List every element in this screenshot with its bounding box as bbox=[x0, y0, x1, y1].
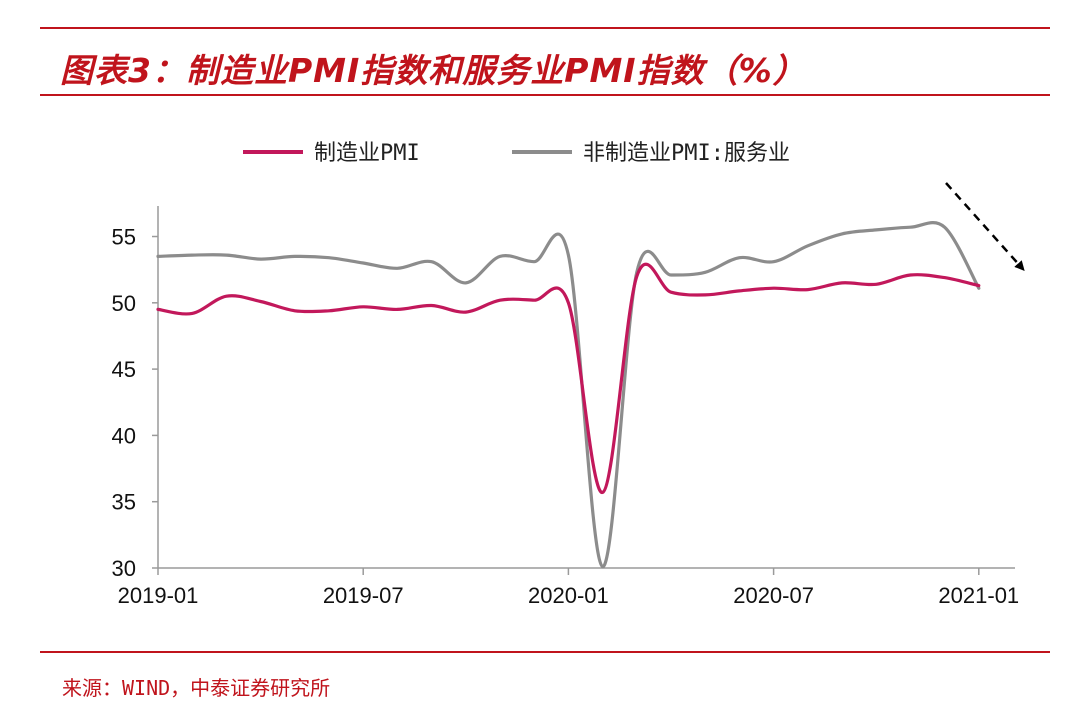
y-tick-label: 55 bbox=[112, 225, 136, 250]
y-tick-label: 35 bbox=[112, 490, 136, 515]
chart-title: 图表3：制造业PMI指数和服务业PMI指数（%） bbox=[60, 51, 807, 90]
dashed-arrow-annotation bbox=[945, 182, 1025, 271]
x-tick-label: 2020-07 bbox=[733, 583, 814, 608]
legend-label-services: 非制造业PMI:服务业 bbox=[583, 141, 790, 166]
title-bottom-rule bbox=[40, 94, 1050, 96]
chart-annotation bbox=[945, 182, 1025, 271]
y-tick-label: 40 bbox=[112, 423, 136, 448]
series-line-manufacturing bbox=[156, 262, 981, 495]
y-tick-label: 50 bbox=[112, 291, 136, 316]
line-chart: 制造业PMI 非制造业PMI:服务业 30 35 40 45 50 55 2019-01 201… bbox=[112, 141, 1025, 608]
title-top-rule bbox=[40, 27, 1050, 29]
x-tick-label: 2019-01 bbox=[118, 583, 199, 608]
chart-axes: 30 35 40 45 50 55 2019-01 2019-07 2020-01 2020-07… bbox=[112, 206, 1019, 608]
x-tick-label: 2021-01 bbox=[938, 583, 1019, 608]
chart-series bbox=[156, 221, 981, 569]
series-line-services bbox=[156, 221, 981, 569]
y-tick-label: 30 bbox=[112, 556, 136, 581]
source-top-rule bbox=[40, 651, 1050, 653]
x-tick-label: 2020-01 bbox=[528, 583, 609, 608]
source-note: 来源：WIND，中泰证券研究所 bbox=[62, 676, 331, 700]
x-tick-label: 2019-07 bbox=[323, 583, 404, 608]
chart-legend: 制造业PMI 非制造业PMI:服务业 bbox=[243, 141, 790, 166]
legend-label-manufacturing: 制造业PMI bbox=[314, 141, 420, 166]
y-tick-label: 45 bbox=[112, 357, 136, 382]
